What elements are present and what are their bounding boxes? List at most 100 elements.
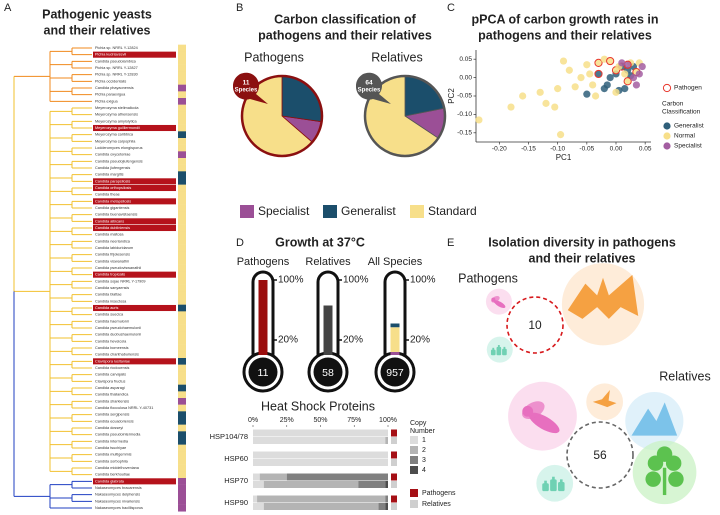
tip-label: Candida ecuadoriensis [95, 419, 134, 423]
thermo-name: Relatives [305, 256, 351, 268]
legend-marker [663, 132, 671, 140]
tip-label: Pichia sp. NRRL Y-12827 [95, 66, 138, 70]
thermo-bulb-inner [380, 357, 410, 387]
class-bar [178, 318, 186, 325]
thermo-fill [390, 352, 400, 355]
icon [529, 412, 560, 434]
thermo-fill [258, 280, 268, 355]
scatter-point [612, 88, 620, 96]
hsp-bar [253, 437, 386, 444]
tip-label: Candida neerlandica [95, 239, 131, 243]
tree-title: Pathogenic yeasts [42, 7, 152, 21]
x-tick-label: 0.00 [610, 146, 623, 153]
x-tick-label: -0.10 [550, 146, 565, 153]
class-bar [178, 444, 186, 452]
class-bar [178, 378, 186, 385]
thermo-count: 957 [386, 367, 404, 379]
class-bar [178, 324, 186, 332]
pie-name: Pathogens [244, 50, 304, 64]
class-bar [178, 471, 186, 479]
panel-label: E [447, 237, 454, 249]
class-bar [178, 44, 186, 52]
badge-label: Species [235, 88, 258, 94]
class-bar [178, 331, 186, 339]
scatter-point [591, 92, 600, 100]
tip-label: Nakaseomyces nivariensis [95, 499, 140, 503]
group-name: Relatives [659, 369, 710, 383]
tip-label: Candida asparagi [95, 386, 125, 390]
class-bar [178, 264, 186, 272]
tip-label: Candida sergipensis [95, 413, 130, 417]
class-bar [178, 104, 186, 112]
tip-label: Candida sorbophila [95, 459, 129, 463]
class-bar [178, 464, 186, 472]
chart-title: pathogens and their relatives [258, 28, 432, 42]
class-bar [178, 131, 186, 139]
class-bar [178, 291, 186, 299]
class-bar [178, 364, 186, 372]
chart-title: Isolation diversity in pathogens [488, 235, 676, 249]
tip-label: Candida suecica [95, 313, 124, 317]
class-bar [178, 58, 186, 65]
tip-label: Candida intermedia [95, 439, 129, 443]
x-tick-label: -0.05 [579, 146, 594, 153]
legend-label: 2 [422, 447, 426, 454]
icon [668, 471, 684, 487]
scatter-point [571, 83, 579, 91]
thermo-bulb-inner [248, 357, 278, 387]
hsp-bar [378, 503, 386, 510]
hsp-bar [263, 481, 359, 488]
group-total: 10 [528, 318, 542, 332]
hsp-bar [385, 495, 388, 503]
class-bar [178, 224, 186, 232]
class-bar [178, 398, 186, 405]
scatter-point [621, 85, 629, 93]
tip-label: Candida pseudolambica [95, 59, 137, 63]
tip-label: Candida phayaonensis [95, 86, 134, 90]
class-bar [178, 51, 186, 59]
tip-label: Candida pseudohaemulonii [95, 326, 141, 330]
tip-label: Candida blattae [95, 293, 122, 297]
x-tick-label: 75% [347, 417, 361, 424]
class-bar [178, 284, 186, 292]
tip-label: Candida multigemmis [95, 453, 132, 457]
group-tag [391, 437, 397, 444]
legend-swatch [410, 205, 424, 218]
pie-slice [281, 75, 323, 123]
legend-swatch [410, 466, 418, 474]
y-tick-label: 0.05 [459, 56, 472, 63]
icon [567, 274, 639, 319]
pathogen-highlight [93, 124, 176, 132]
tip-label: Candida thailandica [95, 393, 129, 397]
tip-label: Candida dubliniensis [95, 226, 130, 230]
chart-title: and their relatives [529, 251, 636, 265]
class-bar [178, 491, 186, 499]
legend-label: Specialist [258, 204, 310, 218]
class-bar [178, 258, 186, 265]
group-tag [391, 503, 397, 510]
class-bar [178, 338, 186, 345]
y-axis-label: PC2 [447, 88, 456, 104]
thermo-fill [390, 323, 400, 328]
thermo-bulb-inner [313, 357, 343, 387]
center-circle [506, 296, 564, 354]
class-bar [178, 391, 186, 399]
scatter-point [621, 70, 629, 78]
group-tag [391, 481, 397, 488]
scatter-point [623, 77, 632, 86]
thermo-tick-label: 100% [343, 275, 369, 286]
class-bar [178, 371, 186, 379]
x-tick-label: 0% [248, 417, 258, 424]
class-bar [178, 418, 186, 425]
tip-label: Candida bomeensis [95, 346, 129, 350]
class-bar [178, 484, 186, 492]
scatter-point [583, 61, 591, 69]
chart-title: Heat Shock Proteins [261, 399, 375, 413]
thermo-name: Pathogens [237, 256, 290, 268]
class-bar [178, 384, 186, 392]
row-label: HSP104/78 [210, 432, 248, 441]
class-bar [178, 111, 186, 119]
icon [550, 479, 557, 492]
pathogen-highlight [93, 51, 176, 58]
tip-label: Candida labiduridarum [95, 246, 133, 250]
